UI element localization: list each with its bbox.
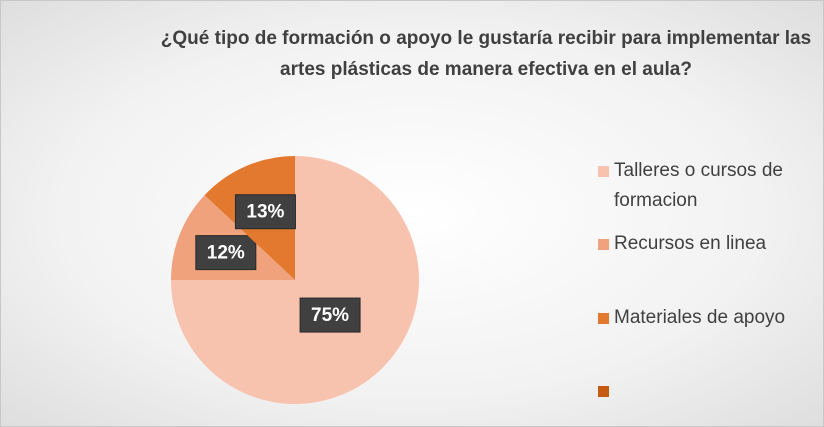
data-label: 13% <box>246 202 284 223</box>
legend-swatch <box>598 386 609 397</box>
legend-label <box>614 376 803 406</box>
legend-entry: Talleres o cursos de formacion <box>598 156 803 216</box>
data-label: 75% <box>311 305 349 326</box>
data-label-box <box>299 297 361 333</box>
legend-entry: Recursos en linea <box>598 229 803 259</box>
legend-swatch <box>598 313 609 324</box>
legend-label: Materiales de apoyo <box>614 307 786 328</box>
data-label-box <box>234 194 296 230</box>
chart-title: ¿Qué tipo de formación o apoyo le gustar… <box>160 28 812 80</box>
data-label-box <box>195 235 257 271</box>
legend-swatch <box>598 166 609 177</box>
legend-swatch <box>598 239 609 250</box>
data-label: 12% <box>207 243 245 264</box>
legend-label: Recursos en linea <box>614 233 767 254</box>
legend-entry <box>598 376 803 406</box>
legend-entry: Materiales de apoyo <box>598 303 803 333</box>
legend-label: Talleres o cursos de formacion <box>614 160 783 211</box>
